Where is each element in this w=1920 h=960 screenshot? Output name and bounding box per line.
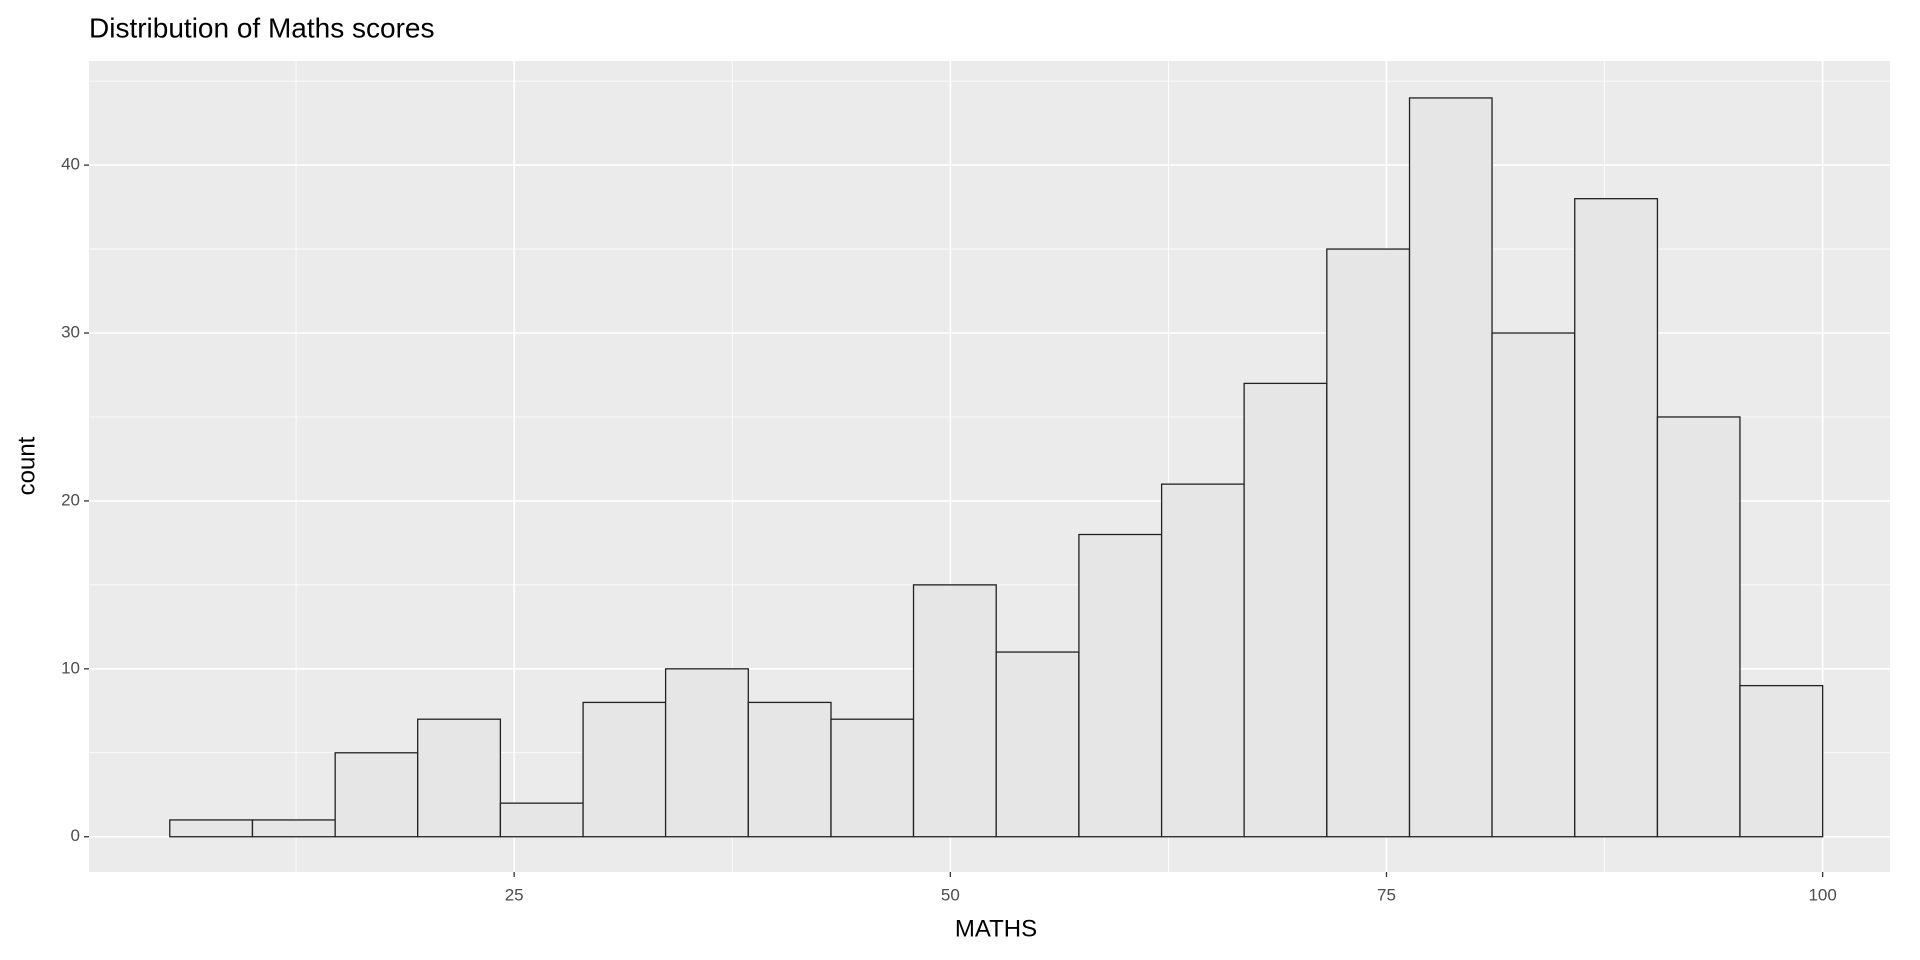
bar	[1574, 198, 1659, 838]
x-tick-label: 75	[1377, 885, 1396, 904]
bar	[1078, 533, 1163, 838]
bar	[747, 701, 832, 838]
y-tick-label: 0	[71, 826, 80, 845]
y-axis-label: count	[13, 436, 40, 495]
y-tick-label: 20	[61, 490, 80, 509]
x-tick-label: 25	[505, 885, 524, 904]
bar	[1326, 248, 1411, 838]
x-tick-label: 100	[1808, 885, 1836, 904]
bar	[995, 651, 1080, 838]
bar	[499, 802, 584, 838]
bar	[169, 819, 254, 838]
bar	[1656, 416, 1741, 838]
bar	[582, 701, 667, 838]
bar	[912, 584, 997, 838]
bar	[1408, 97, 1493, 838]
y-tick-label: 40	[61, 155, 80, 174]
bar	[830, 718, 915, 838]
bar	[1160, 483, 1245, 838]
x-tick-label: 50	[941, 885, 960, 904]
x-axis-label: MATHS	[955, 915, 1037, 942]
bar	[664, 668, 749, 838]
y-tick-label: 10	[61, 658, 80, 677]
bar	[417, 718, 502, 838]
y-tick-label: 30	[61, 322, 80, 341]
bar	[1491, 332, 1576, 838]
chart-title: Distribution of Maths scores	[89, 12, 434, 43]
bar	[1739, 684, 1824, 838]
bar	[1243, 382, 1328, 838]
bar	[251, 819, 336, 838]
bar	[334, 752, 419, 838]
